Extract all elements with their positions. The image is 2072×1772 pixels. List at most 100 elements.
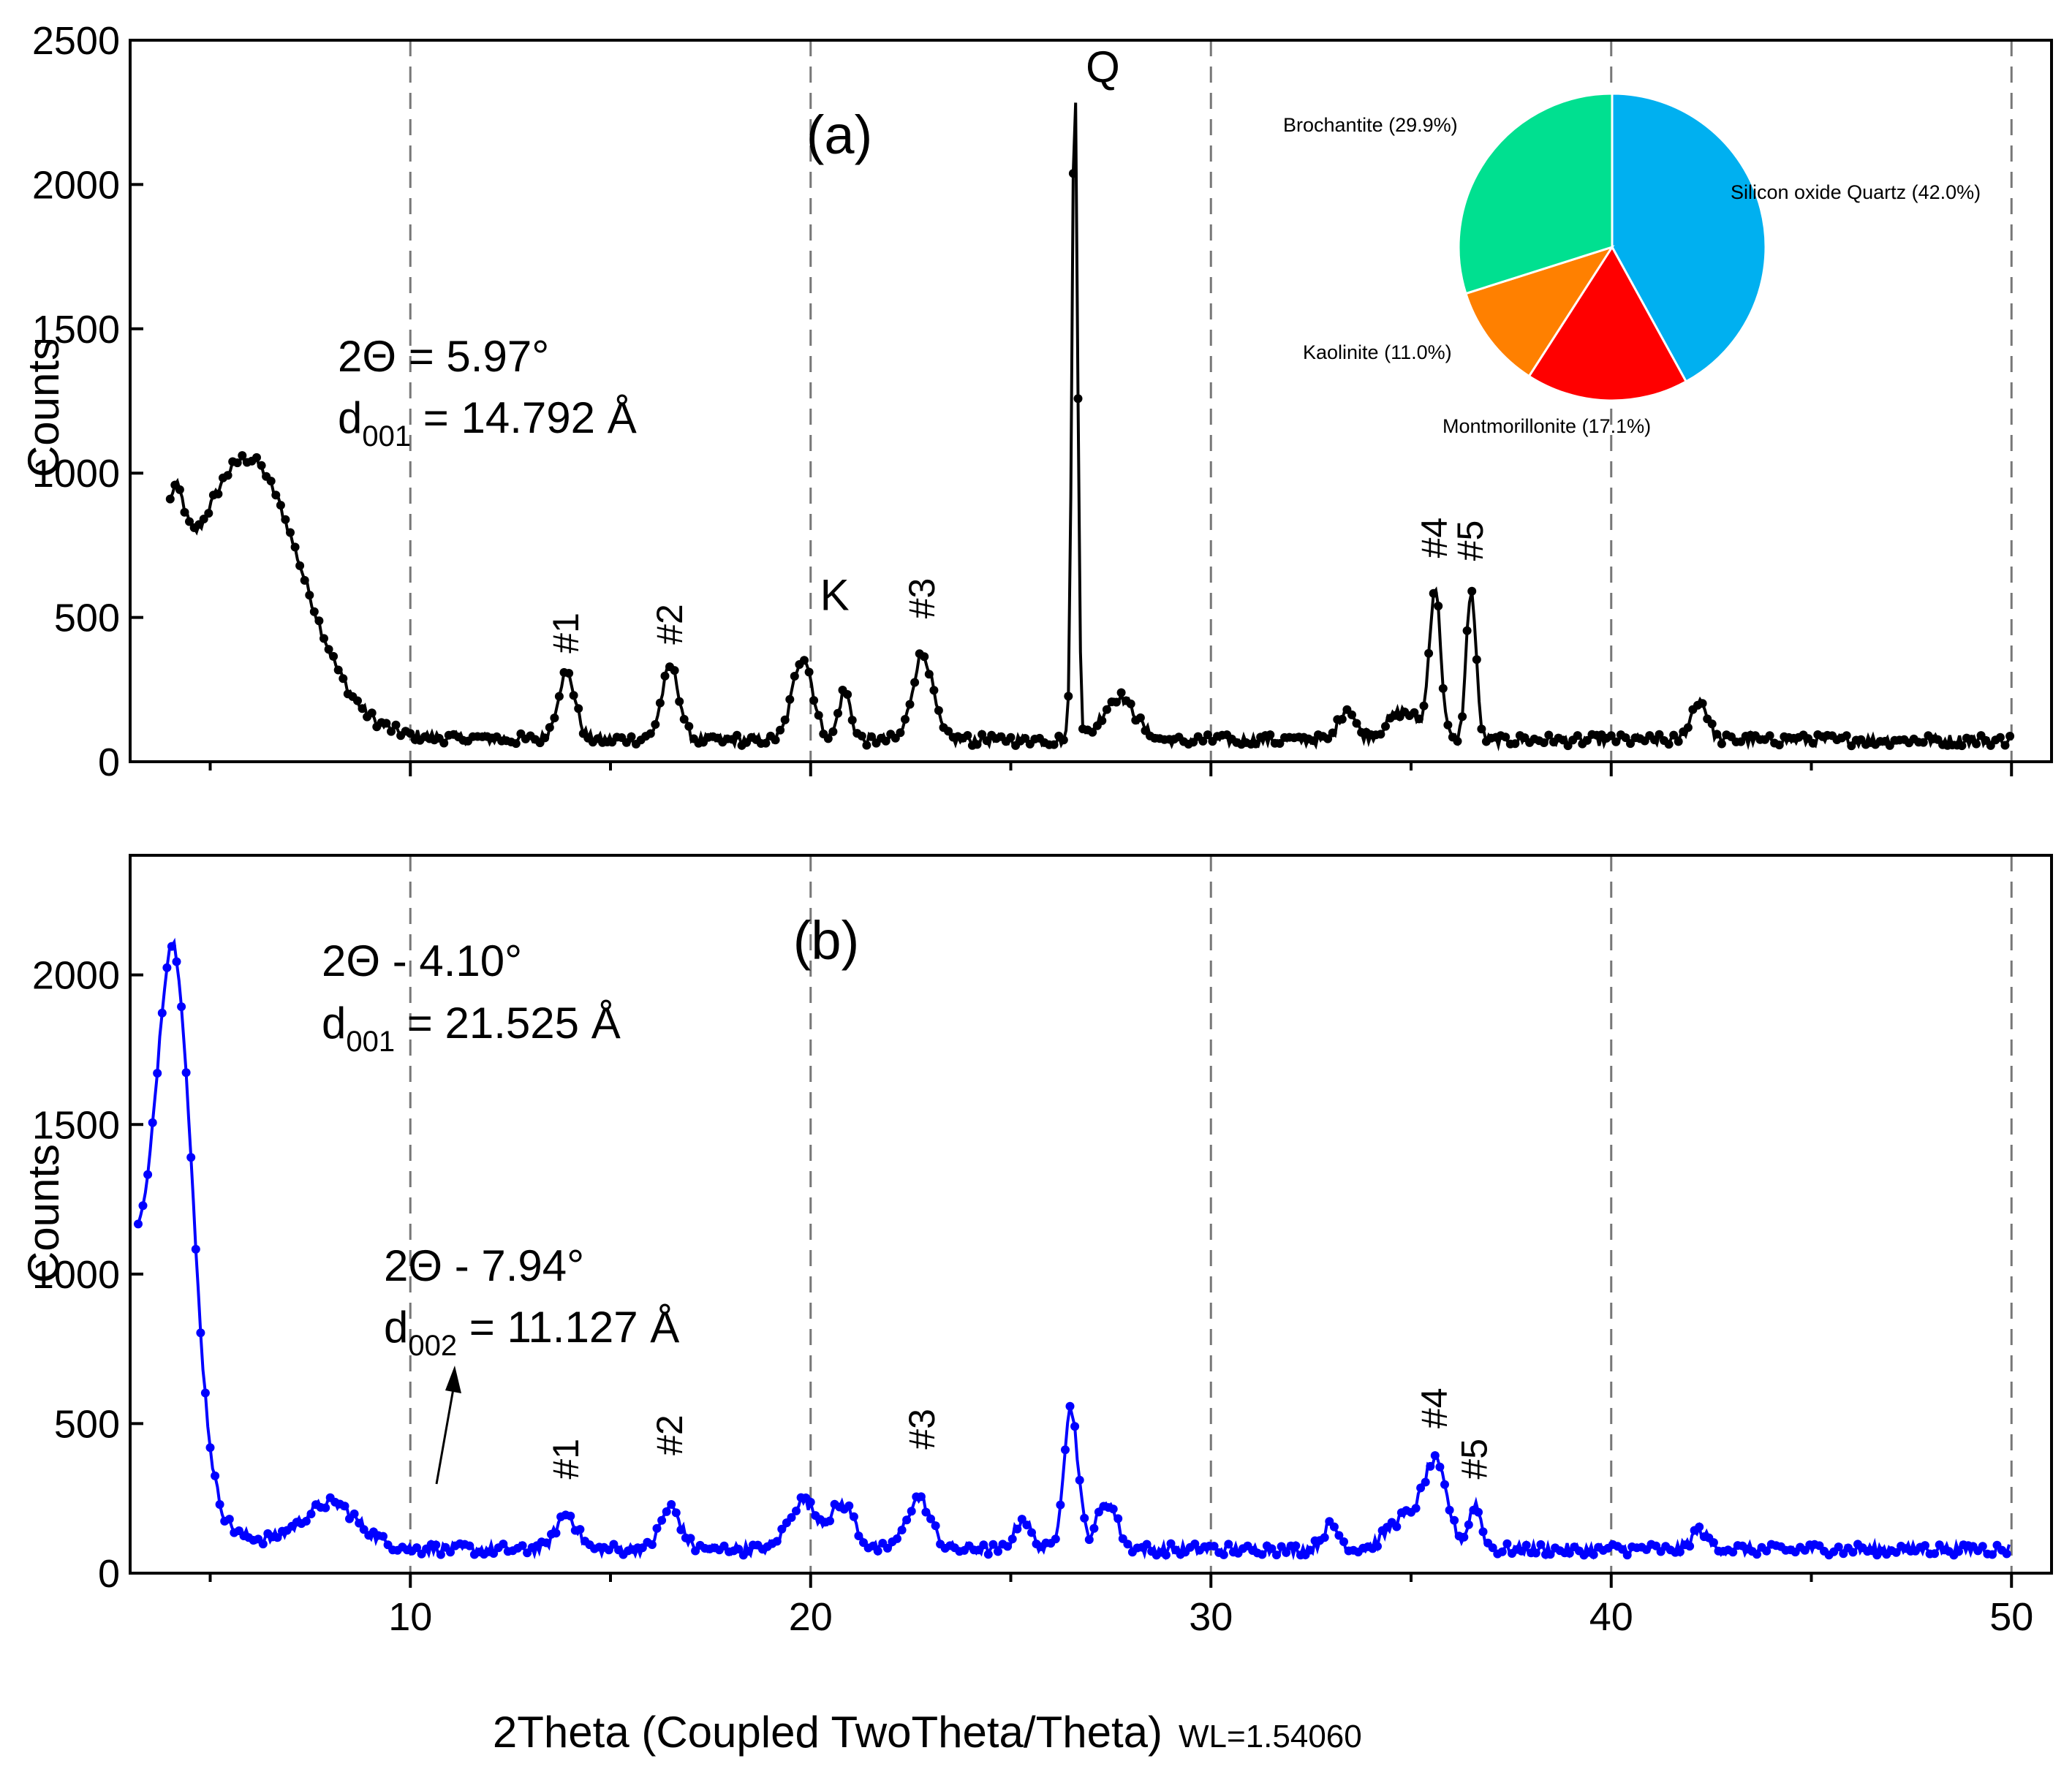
peak-labels-a: #1 #2 K #3 Q #4#5 — [545, 42, 1491, 654]
data-point — [1272, 1550, 1281, 1560]
data-point — [1445, 1505, 1454, 1515]
data-point — [172, 957, 181, 966]
annotation-d-spacing-b2: d002 = 11.127 Å — [384, 1303, 679, 1362]
annotation-arrow-b — [435, 1366, 461, 1485]
pie-slice — [1611, 92, 1767, 384]
data-point — [1655, 730, 1664, 739]
data-point — [1334, 1531, 1344, 1540]
data-point — [1027, 1528, 1036, 1537]
data-point — [1080, 1513, 1089, 1523]
data-point — [1459, 1532, 1469, 1542]
data-points-b — [134, 942, 2011, 1560]
data-point — [972, 740, 982, 749]
data-point — [1373, 1542, 1382, 1551]
data-point — [1765, 731, 1774, 741]
data-point — [550, 713, 559, 723]
data-point — [309, 607, 319, 616]
data-point — [1467, 586, 1477, 596]
data-point — [358, 704, 367, 713]
data-point — [186, 1153, 196, 1162]
data-point — [1717, 739, 1726, 749]
data-point — [1621, 733, 1630, 743]
data-point — [777, 1524, 787, 1534]
data-point — [1674, 737, 1683, 746]
data-point — [1251, 739, 1260, 749]
data-point — [686, 1534, 695, 1543]
data-point — [776, 725, 785, 735]
data-point — [1622, 1550, 1632, 1560]
data-point — [994, 1547, 1002, 1556]
data-point — [1502, 1539, 1512, 1548]
data-point — [1097, 716, 1107, 725]
data-point — [339, 674, 348, 684]
data-point — [1954, 1547, 1963, 1556]
data-point — [1589, 1550, 1598, 1559]
data-point — [379, 1531, 387, 1541]
data-point — [833, 708, 842, 718]
data-point — [1094, 1507, 1103, 1517]
data-point — [921, 1507, 931, 1517]
data-point — [162, 963, 172, 972]
data-point — [978, 730, 987, 739]
data-point — [873, 1546, 882, 1556]
data-point — [181, 1068, 191, 1078]
peak-label: #5 — [1450, 520, 1491, 561]
data-point — [1606, 731, 1616, 741]
data-point — [1430, 1451, 1440, 1461]
data-point — [574, 704, 583, 713]
data-point — [916, 1492, 926, 1502]
data-point — [655, 698, 665, 708]
y-tick-label: 0 — [98, 741, 120, 784]
data-point — [1309, 736, 1318, 746]
data-point — [901, 715, 910, 724]
pie-slice — [1464, 245, 1615, 378]
data-point — [305, 591, 314, 600]
data-point — [1414, 714, 1423, 724]
data-point — [1774, 741, 1784, 750]
data-point — [679, 714, 689, 724]
data-point — [896, 728, 905, 738]
data-point — [662, 1507, 671, 1516]
data-point — [554, 692, 564, 701]
data-point — [1978, 1542, 1987, 1551]
data-point — [1957, 741, 1967, 751]
data-point — [1126, 699, 1135, 708]
data-point — [518, 1541, 527, 1550]
data-point — [1051, 1534, 1060, 1544]
data-point — [1068, 169, 1078, 178]
data-point — [545, 723, 554, 732]
data-point — [439, 738, 449, 748]
data-point — [670, 666, 679, 675]
data-point — [300, 575, 309, 585]
data-point — [1848, 1548, 1858, 1557]
data-point — [1462, 626, 1472, 635]
data-point — [1497, 1547, 1507, 1556]
data-point — [157, 1008, 167, 1018]
data-point — [1108, 1504, 1118, 1514]
peak-label: #5 — [1454, 1439, 1495, 1480]
data-point — [286, 528, 295, 537]
data-point — [1712, 730, 1722, 739]
data-point — [1102, 705, 1111, 714]
y-tick-label: 0 — [98, 1552, 120, 1596]
data-point — [828, 727, 838, 736]
data-point — [1392, 1522, 1402, 1531]
data-point — [1075, 1475, 1084, 1485]
data-point — [675, 697, 684, 706]
annotation-theta-a: 2Θ = 5.97° — [338, 332, 549, 381]
data-point — [920, 652, 929, 662]
data-point — [196, 1328, 205, 1338]
data-point — [963, 731, 972, 740]
data-point — [1258, 1550, 1267, 1559]
data-point — [881, 736, 891, 746]
peak-label: Q — [1086, 42, 1120, 91]
data-point — [2005, 732, 2015, 741]
data-point — [1458, 712, 1467, 722]
data-point — [446, 1548, 455, 1557]
data-point — [684, 722, 694, 731]
data-point — [177, 1002, 186, 1012]
grid-lines-b — [409, 855, 2013, 1573]
data-point — [257, 461, 266, 470]
data-point — [1116, 688, 1126, 697]
